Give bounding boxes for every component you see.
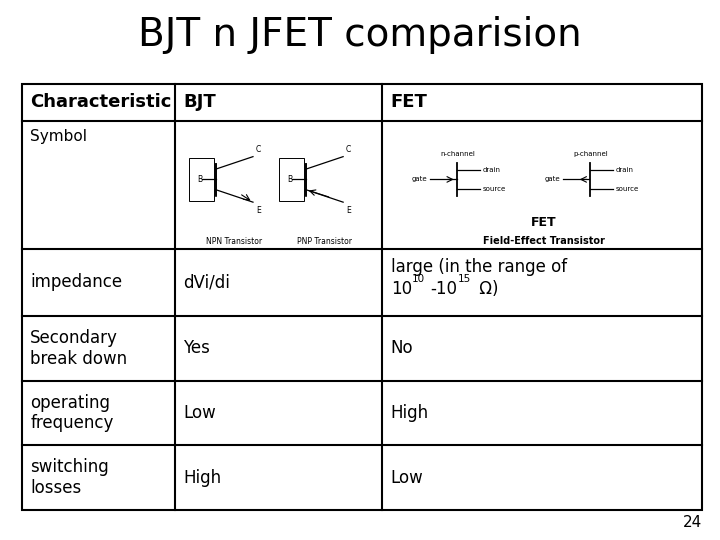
Text: C: C bbox=[346, 145, 351, 154]
Text: Yes: Yes bbox=[184, 339, 210, 357]
Text: impedance: impedance bbox=[30, 273, 122, 291]
Text: PNP Transistor: PNP Transistor bbox=[297, 237, 352, 246]
Text: drain: drain bbox=[616, 167, 634, 173]
Text: Characteristic: Characteristic bbox=[30, 93, 171, 111]
Text: B: B bbox=[197, 175, 202, 184]
Text: 10: 10 bbox=[391, 280, 412, 298]
Text: E: E bbox=[346, 206, 351, 215]
Text: High: High bbox=[184, 469, 222, 487]
Text: dVi/di: dVi/di bbox=[184, 273, 230, 291]
Text: Low: Low bbox=[391, 469, 423, 487]
Text: C: C bbox=[256, 145, 261, 154]
Text: No: No bbox=[391, 339, 413, 357]
Text: -10: -10 bbox=[431, 280, 457, 298]
Text: p-channel: p-channel bbox=[573, 151, 608, 157]
Text: drain: drain bbox=[482, 167, 500, 173]
Text: FET: FET bbox=[531, 217, 557, 230]
Bar bbox=[189, 158, 215, 201]
Text: NPN Transistor: NPN Transistor bbox=[207, 237, 263, 246]
Text: B: B bbox=[287, 175, 292, 184]
Text: n-channel: n-channel bbox=[440, 151, 474, 157]
Text: 10: 10 bbox=[412, 273, 425, 284]
Bar bbox=[215, 163, 216, 195]
Text: Symbol: Symbol bbox=[30, 130, 87, 145]
Text: BJT n JFET comparision: BJT n JFET comparision bbox=[138, 16, 582, 54]
Text: FET: FET bbox=[391, 93, 428, 111]
Text: High: High bbox=[391, 404, 429, 422]
Text: 24: 24 bbox=[683, 515, 702, 530]
Text: E: E bbox=[256, 206, 261, 215]
Text: Low: Low bbox=[184, 404, 216, 422]
Text: Ω): Ω) bbox=[474, 280, 498, 298]
Text: source: source bbox=[482, 186, 505, 192]
Text: large (in the range of: large (in the range of bbox=[391, 258, 567, 276]
Text: BJT: BJT bbox=[184, 93, 216, 111]
Text: 15: 15 bbox=[458, 273, 471, 284]
Text: Secondary
break down: Secondary break down bbox=[30, 329, 127, 368]
Text: switching
losses: switching losses bbox=[30, 458, 109, 497]
Text: source: source bbox=[616, 186, 639, 192]
Text: gate: gate bbox=[544, 177, 560, 183]
Bar bbox=[305, 163, 307, 195]
Bar bbox=[279, 158, 305, 201]
Text: operating
frequency: operating frequency bbox=[30, 394, 114, 433]
Text: gate: gate bbox=[412, 177, 428, 183]
Text: Field-Effect Transistor: Field-Effect Transistor bbox=[483, 235, 605, 246]
